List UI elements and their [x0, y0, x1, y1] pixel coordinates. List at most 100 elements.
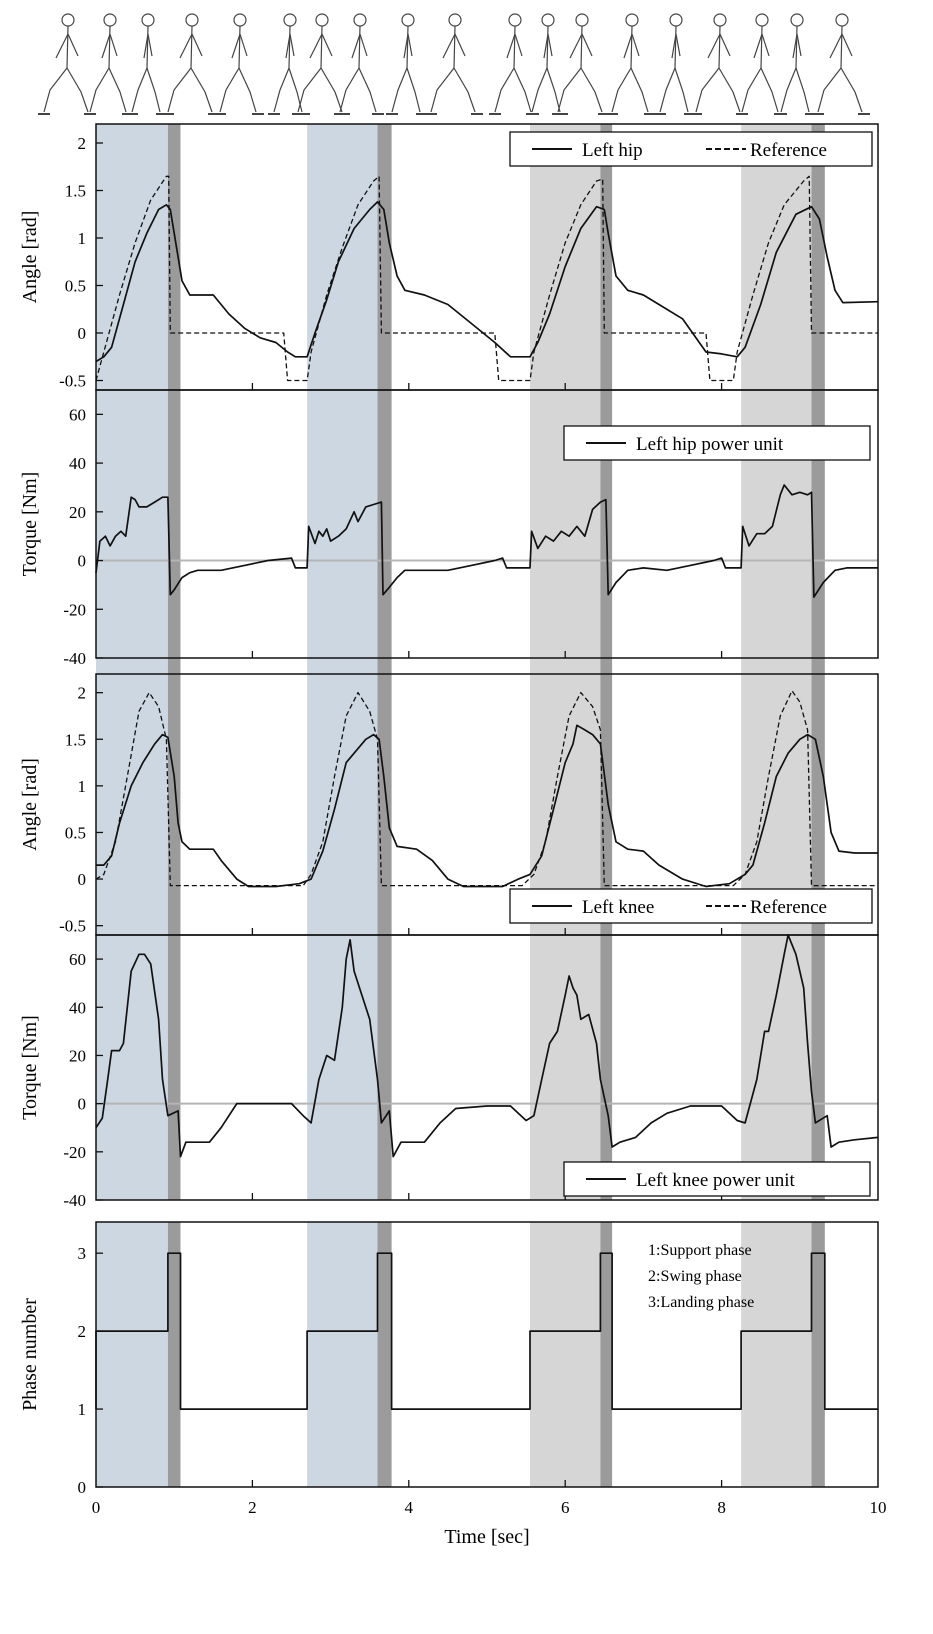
walker-head: [508, 13, 522, 27]
walker-legs: [131, 67, 161, 113]
y-tick-label: 2: [78, 684, 87, 703]
phase-band-landing: [167, 124, 181, 1200]
walker-arms: [179, 33, 203, 59]
walker-arms: [506, 33, 523, 59]
phase-band-landing: [600, 1222, 613, 1487]
walker-torso: [580, 25, 583, 69]
y-tick-label: 2: [78, 1322, 87, 1341]
y-axis-label: Torque [Nm]: [19, 1015, 41, 1120]
walker-torso: [406, 25, 409, 69]
y-tick-label: 1.5: [65, 730, 86, 749]
walker-arms: [623, 33, 640, 59]
y-tick-label: 40: [69, 998, 86, 1017]
y-tick-label: 20: [69, 1046, 86, 1065]
y-tick-label: -40: [63, 649, 86, 668]
walking-person-icon: [690, 13, 748, 115]
series-line-reference: [95, 690, 878, 887]
y-tick-label: 0: [78, 552, 87, 571]
walker-head: [185, 13, 199, 27]
walker-arms: [143, 33, 153, 59]
walker-arms: [442, 33, 466, 59]
walker-torso: [108, 25, 111, 69]
walking-person-icon: [214, 13, 264, 115]
walker-legs: [557, 67, 603, 113]
walker-arms: [231, 33, 248, 59]
walking-person-icon: [552, 13, 610, 115]
phase-band-swing: [741, 124, 812, 1200]
walker-torso: [674, 25, 677, 69]
walker-arms: [55, 33, 79, 59]
walker-arms: [792, 33, 802, 59]
walker-legs: [494, 67, 532, 113]
walker-arms: [829, 33, 853, 59]
y-tick-label: 40: [69, 454, 86, 473]
walker-torso: [146, 25, 149, 69]
legend-entry: Left knee: [582, 897, 654, 918]
phase-shading: [96, 124, 825, 1487]
y-tick-label: 1: [78, 1400, 87, 1419]
walker-arms: [543, 33, 553, 59]
phase-annotation: 2:Swing phase: [648, 1268, 742, 1285]
walker-torso: [840, 25, 843, 69]
x-tick-label: 8: [717, 1498, 726, 1517]
chart-panel-4: -40 -20 0 20 40 60 Torque [Nm] Left knee power …: [19, 934, 879, 1210]
walker-head: [283, 13, 297, 27]
walker-torso: [513, 25, 516, 69]
walker-legs: [659, 67, 689, 113]
y-tick-label: -20: [63, 1143, 86, 1162]
series-line-phase: [95, 1252, 878, 1410]
y-tick-label: -40: [63, 1191, 86, 1210]
legend-entry: Left knee power unit: [636, 1170, 796, 1191]
walker-torso: [630, 25, 633, 69]
walking-person-icon: [654, 13, 696, 115]
walker-legs: [611, 67, 649, 113]
walker-head: [790, 13, 804, 27]
walker-head: [755, 13, 769, 27]
walker-torso: [320, 25, 323, 69]
walker-legs: [339, 67, 377, 113]
walking-person-icon: [162, 13, 220, 115]
walking-person-icon: [84, 13, 134, 115]
walker-arms: [309, 33, 333, 59]
legend: Left hip Reference: [509, 131, 873, 167]
walker-torso: [238, 25, 241, 69]
phase-band-support: [307, 124, 378, 1200]
y-tick-label: 2: [78, 134, 87, 153]
walker-head: [315, 13, 329, 27]
y-tick-label: 20: [69, 503, 86, 522]
y-tick-label: 0.5: [65, 823, 86, 842]
y-tick-label: 60: [69, 405, 86, 424]
walking-person-icon: [292, 13, 350, 115]
walker-torso: [66, 25, 69, 69]
walking-person-icon: [775, 13, 817, 115]
y-tick-label: 1: [78, 777, 87, 796]
walker-legs: [43, 67, 89, 113]
walker-arms: [569, 33, 593, 59]
walker-legs: [167, 67, 213, 113]
y-tick-label: 60: [69, 950, 86, 969]
phase-band-swing: [530, 1222, 601, 1487]
walker-torso: [453, 25, 456, 69]
walker-head: [103, 13, 117, 27]
walker-head: [669, 13, 683, 27]
y-axis-label: Angle [rad]: [19, 211, 41, 304]
y-tick-label: -0.5: [59, 917, 86, 936]
phase-band-swing: [530, 124, 601, 1200]
phase-band-support: [307, 1222, 378, 1487]
walker-legs: [391, 67, 421, 113]
phase-band-landing: [811, 1222, 825, 1487]
x-tick-label: 6: [561, 1498, 570, 1517]
walker-arms: [753, 33, 770, 59]
walker-torso: [358, 25, 361, 69]
legend-entry: Reference: [750, 140, 827, 161]
walking-person-icon: [268, 13, 310, 115]
walker-head: [353, 13, 367, 27]
y-tick-label: 0: [78, 870, 87, 889]
legend-entry: Left hip: [582, 140, 643, 161]
x-tick-label: 10: [870, 1498, 887, 1517]
y-tick-label: 1.5: [65, 182, 86, 201]
walker-silhouette-group: [38, 13, 870, 115]
y-tick-label: 1: [78, 229, 87, 248]
walking-person-icon: [126, 13, 168, 115]
